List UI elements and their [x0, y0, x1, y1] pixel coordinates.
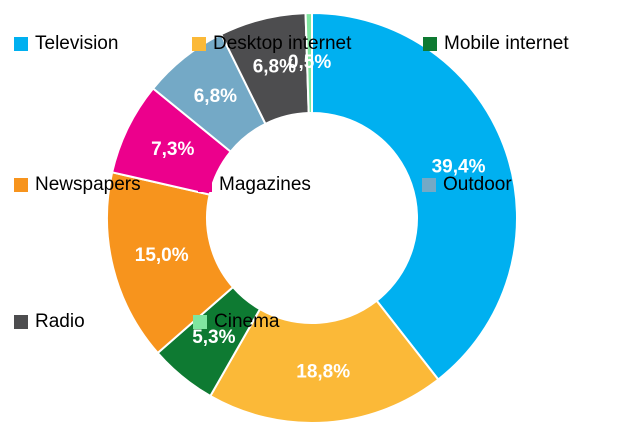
data-label: 5,3% — [192, 327, 235, 348]
data-label: 39,4% — [432, 157, 486, 178]
legend-swatch — [192, 37, 206, 51]
legend-label: Cinema — [214, 311, 280, 332]
data-label: 18,8% — [296, 362, 350, 383]
legend-label: Television — [35, 33, 118, 54]
donut-segment — [304, 11, 313, 115]
legend-label: Outdoor — [443, 174, 512, 195]
legend-swatch — [422, 178, 436, 192]
legend-label: Radio — [35, 311, 85, 332]
legend-label: Mobile internet — [444, 33, 569, 54]
legend-swatch — [198, 178, 212, 192]
donut-segment — [106, 171, 235, 355]
legend-label: Newspapers — [35, 174, 141, 195]
data-label: 6,8% — [253, 57, 296, 78]
legend-swatch — [14, 315, 28, 329]
legend-label: Desktop internet — [213, 33, 352, 54]
data-label: 6,8% — [194, 86, 237, 107]
legend-swatch — [14, 178, 28, 192]
legend-swatch — [423, 37, 437, 51]
legend-swatch — [14, 37, 28, 51]
legend-swatch — [193, 315, 207, 329]
donut-segment — [208, 299, 440, 424]
data-label: 0,5% — [288, 52, 331, 73]
donut-segment — [311, 11, 518, 381]
data-label: 15,0% — [135, 245, 189, 266]
legend-label: Magazines — [219, 174, 311, 195]
data-label: 7,3% — [151, 139, 194, 160]
